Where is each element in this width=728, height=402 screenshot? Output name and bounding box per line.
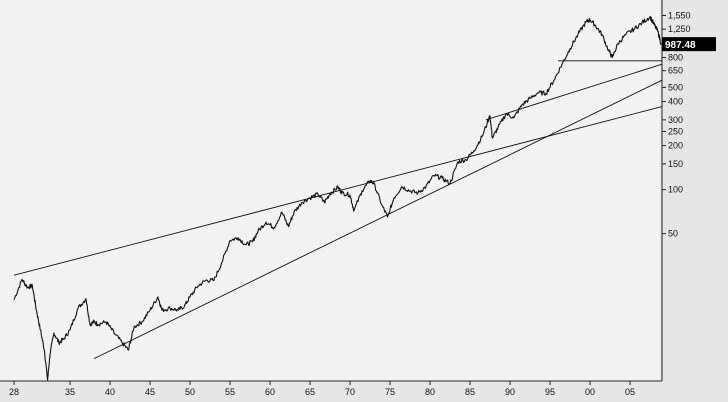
trendline — [485, 63, 663, 121]
last-price-label: 987.48 — [665, 40, 696, 51]
x-tick-label: 55 — [225, 387, 235, 397]
price-series-line — [13, 16, 662, 381]
y-tick-label: 500 — [668, 82, 683, 92]
x-tick-label: 50 — [185, 387, 195, 397]
y-tick-label: 1,250 — [668, 24, 691, 34]
y-tick-label: 650 — [668, 66, 683, 76]
y-tick-label: 300 — [668, 115, 683, 125]
y-tick-label: 150 — [668, 159, 683, 169]
x-tick-label: 85 — [465, 387, 475, 397]
x-tick-label: 70 — [345, 387, 355, 397]
y-tick-label: 1,550 — [668, 11, 691, 21]
y-axis-band — [660, 0, 728, 402]
x-tick-label: 60 — [265, 387, 275, 397]
y-tick-label: 400 — [668, 97, 683, 107]
y-tick-label: 800 — [668, 53, 683, 63]
x-axis-band — [0, 381, 728, 402]
x-tick-label: 28 — [9, 387, 19, 397]
trendline — [13, 106, 663, 276]
y-tick-label: 100 — [668, 185, 683, 195]
x-tick-label: 90 — [505, 387, 515, 397]
y-tick-label: 250 — [668, 126, 683, 136]
x-tick-label: 65 — [305, 387, 315, 397]
last-price-marker: 987.48 — [662, 37, 716, 52]
y-tick-label: 50 — [668, 229, 678, 239]
trendlines — [13, 60, 663, 360]
x-tick-label: 80 — [425, 387, 435, 397]
x-axis-ticks: 28 35 40 45 50 55 60 65 70 75 80 85 90 95 00 05 — [9, 381, 635, 397]
x-tick-label: 75 — [385, 387, 395, 397]
y-tick-label: 200 — [668, 141, 683, 151]
last-price-box — [662, 37, 716, 52]
x-tick-label: 95 — [545, 387, 555, 397]
x-tick-label: 40 — [105, 387, 115, 397]
trendline — [93, 79, 663, 360]
x-tick-label: 00 — [585, 387, 595, 397]
x-tick-label: 05 — [625, 387, 635, 397]
x-tick-label: 45 — [145, 387, 155, 397]
x-tick-label: 35 — [65, 387, 75, 397]
